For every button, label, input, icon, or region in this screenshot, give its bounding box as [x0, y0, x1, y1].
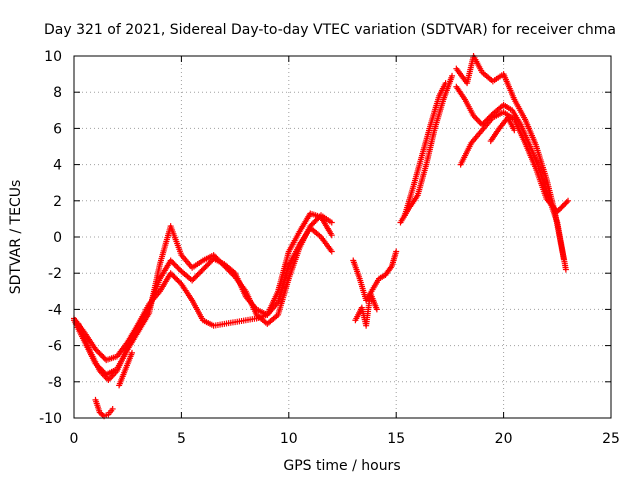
data-point [167, 257, 174, 264]
data-point [511, 127, 518, 134]
y-tick-label: -10 [39, 411, 62, 427]
data-point [393, 248, 400, 255]
chart-title: Day 321 of 2021, Sidereal Day-to-day VTE… [44, 22, 616, 38]
data-point-interp [177, 267, 184, 274]
y-tick-labels: -10 -8 -6 -4 -2 0 2 4 6 8 10 [39, 49, 62, 427]
y-tick-label: -2 [48, 266, 62, 282]
data-point-interp [169, 271, 176, 278]
data-point-interp [202, 263, 209, 270]
data-point-interp [174, 276, 181, 283]
data-point-interp [99, 353, 106, 360]
data-point-interp [556, 205, 563, 212]
data-point [554, 208, 561, 215]
data-point-interp [311, 219, 318, 226]
y-tick-label: 2 [53, 194, 62, 210]
data-point-interp [170, 272, 177, 279]
data-point-interp [194, 272, 201, 279]
data-point-interp [96, 350, 103, 357]
data-point-interp [173, 262, 180, 269]
data-point-interp [169, 258, 176, 265]
x-tick-label: 0 [70, 431, 79, 447]
grid [74, 56, 611, 418]
data-point-interp [206, 259, 213, 266]
data-point-interp [93, 347, 100, 354]
y-tick-label: 0 [53, 230, 62, 246]
data-point-interp [175, 278, 182, 285]
data-point-interp [559, 203, 566, 210]
data-point-interp [203, 262, 210, 269]
y-tick-label: -8 [48, 375, 62, 391]
data-point-interp [95, 348, 102, 355]
data-point-interp [309, 220, 316, 227]
data-point-interp [175, 265, 182, 272]
x-axis-label: GPS time / hours [283, 458, 400, 474]
x-tick-label: 25 [602, 431, 620, 447]
data-point-interp [195, 270, 202, 277]
data-point-interp [207, 258, 214, 265]
axis-ticks [73, 55, 612, 419]
data-point-interp [174, 264, 181, 271]
data-point-interp [190, 276, 197, 283]
series-track-h [397, 72, 456, 226]
data-point [199, 266, 206, 273]
series-track-i [401, 80, 449, 219]
data-point [442, 80, 449, 87]
data-point [373, 306, 380, 313]
data-point [109, 405, 116, 412]
y-tick-label: 10 [44, 49, 62, 65]
x-tick-label: 15 [387, 431, 405, 447]
data-point-interp [555, 207, 562, 214]
series-track-l [457, 109, 572, 215]
data-point-interp [191, 274, 198, 281]
data-point-interp [173, 275, 180, 282]
data-point-interp [171, 261, 178, 268]
y-tick-label: 8 [53, 85, 62, 101]
y-tick-label: -4 [48, 302, 62, 318]
x-tick-label: 5 [177, 431, 186, 447]
series-track-j [453, 53, 567, 262]
y-tick-label: -6 [48, 339, 62, 355]
data-point [562, 266, 569, 273]
data-point-interp [205, 261, 212, 268]
y-tick-label: 4 [53, 158, 62, 174]
data-point-interp [100, 354, 107, 361]
data-point-interp [561, 201, 568, 208]
y-tick-label: 6 [53, 121, 62, 137]
data-point [92, 346, 99, 353]
data-point-interp [170, 260, 177, 267]
data-point-interp [197, 269, 204, 276]
y-axis-label: SDTVAR / TECUs [8, 180, 24, 295]
x-tick-label: 10 [280, 431, 298, 447]
data-point-interp [198, 267, 205, 274]
data-point [565, 197, 572, 204]
data-point [328, 248, 335, 255]
data-point [167, 270, 174, 277]
series-track-m [487, 114, 518, 145]
data-point-interp [558, 204, 565, 211]
x-tick-labels: 0 5 10 15 20 25 [70, 431, 620, 447]
data-point-interp [201, 265, 208, 272]
data-point-interp [312, 217, 319, 224]
x-tick-label: 20 [495, 431, 513, 447]
series-track-d [92, 396, 116, 420]
series-track-k [453, 83, 569, 273]
data-point [189, 277, 196, 284]
data-point [449, 72, 456, 79]
data-point [328, 219, 335, 226]
data-point [328, 232, 335, 239]
series-track-b [71, 224, 335, 364]
data-point [128, 349, 135, 356]
data-point-interp [171, 274, 178, 281]
data-point-interp [193, 273, 200, 280]
data-point-interp [97, 351, 104, 358]
series-track-g [352, 290, 380, 329]
series-track-e [116, 349, 135, 389]
series-track-f [350, 248, 400, 304]
data-point-interp [563, 199, 570, 206]
series-track-c [75, 210, 335, 383]
data-point-interp [562, 200, 569, 207]
data-points [71, 53, 572, 420]
